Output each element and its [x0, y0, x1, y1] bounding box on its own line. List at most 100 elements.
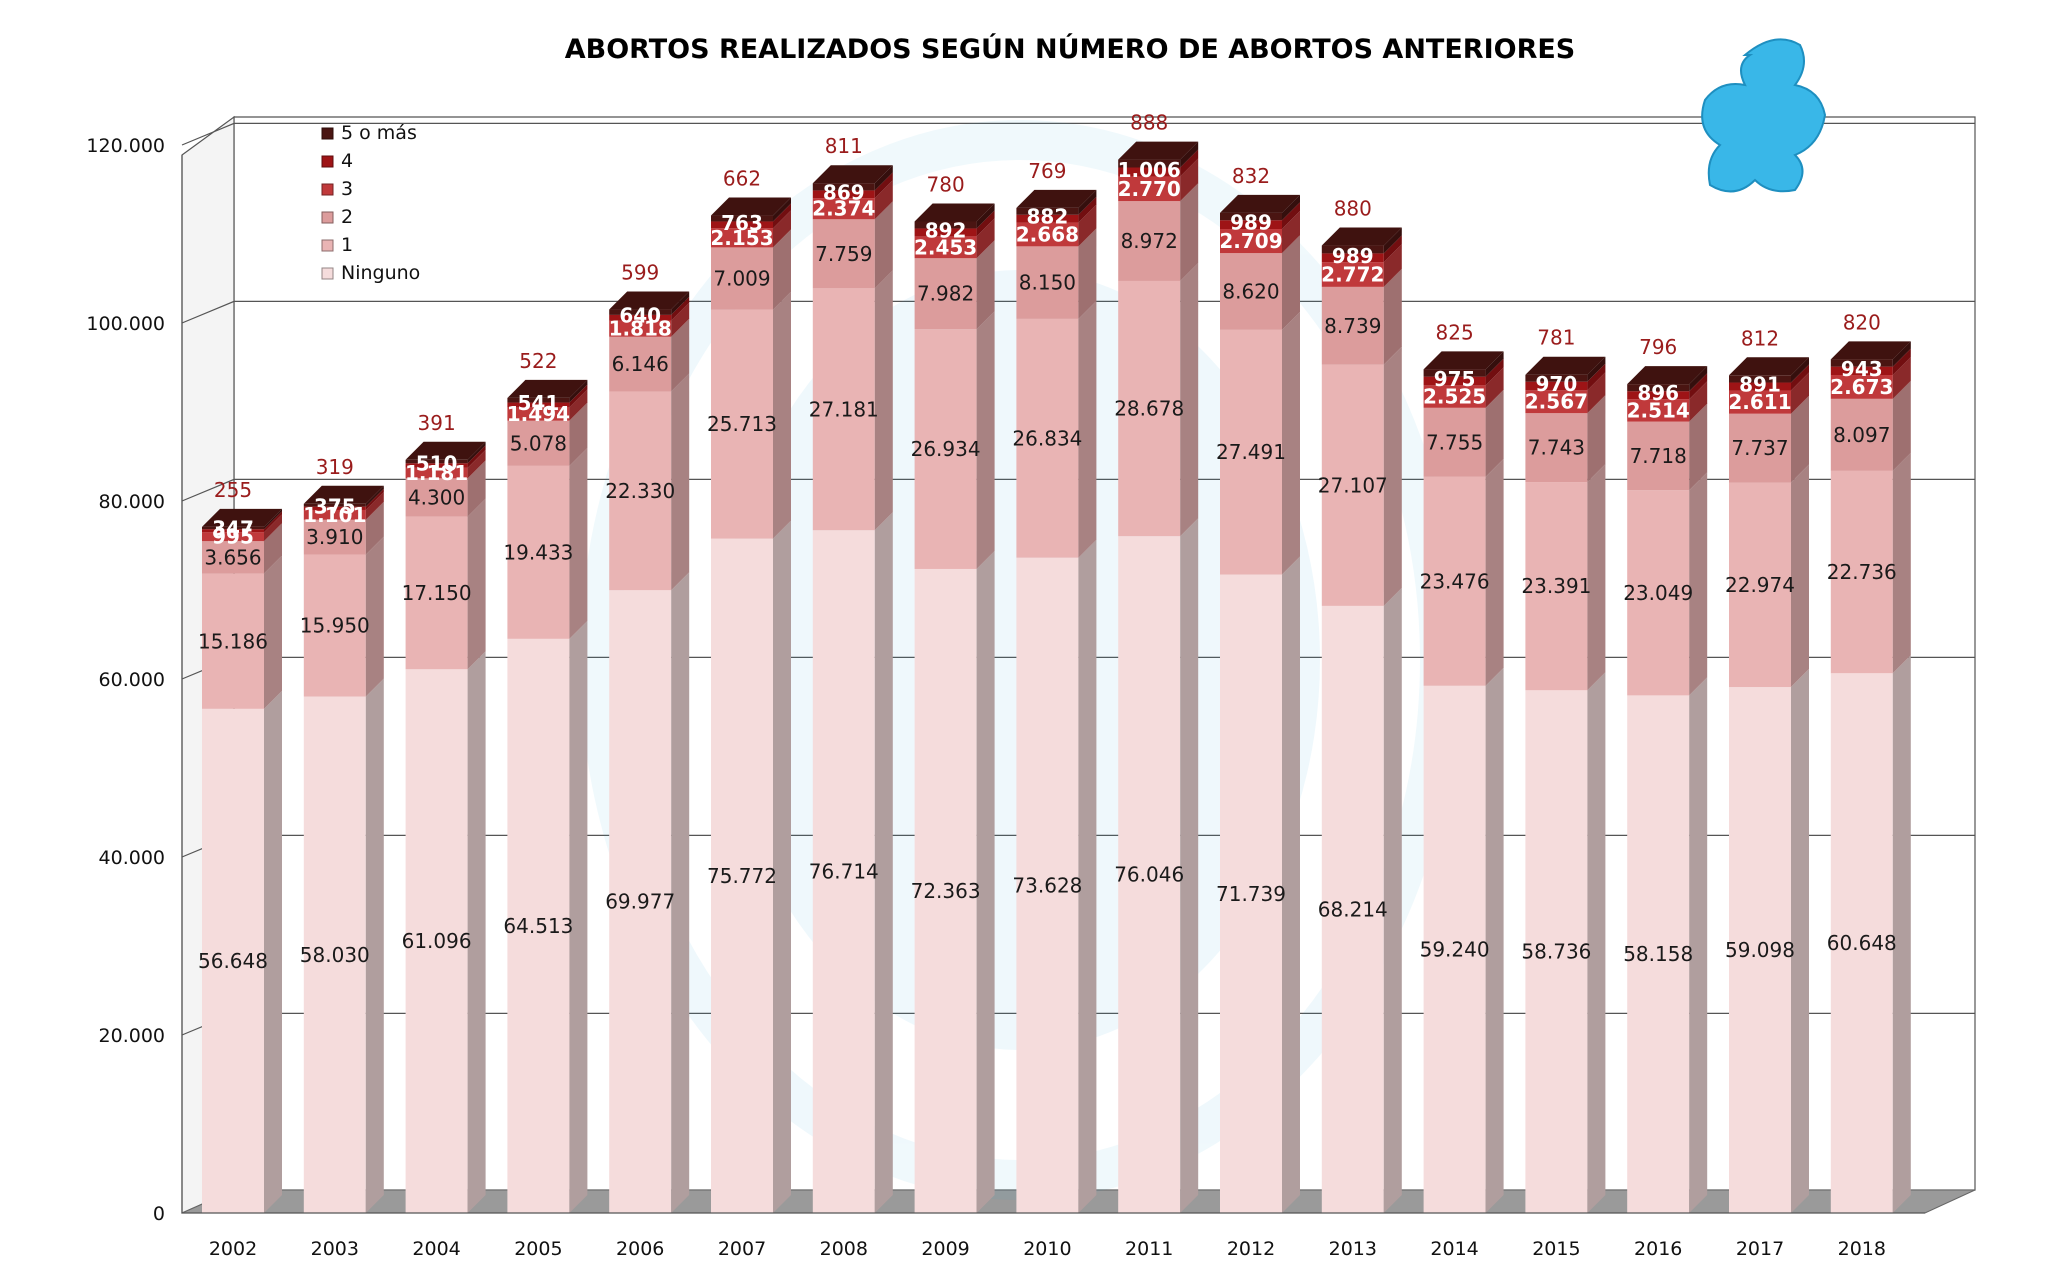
bar-segment-side — [467, 460, 486, 517]
bar-segment — [1830, 375, 1893, 399]
data-label: 27.181 — [809, 397, 879, 421]
bar-segment-side — [1282, 311, 1300, 575]
data-label: 522 — [519, 349, 557, 373]
bar-segment-side — [874, 165, 893, 191]
x-tick-label: 2011 — [1125, 1238, 1173, 1260]
data-label: 3.910 — [306, 525, 363, 549]
bar-segment-side — [365, 491, 384, 520]
bar-segment-side — [467, 441, 486, 464]
data-label: 4.300 — [408, 485, 465, 509]
data-label: 7.743 — [1528, 436, 1585, 460]
bar-segment — [1729, 687, 1791, 1213]
bar-segment-side — [1282, 556, 1300, 1213]
bar-segment-side — [264, 555, 282, 709]
bar-segment-side — [773, 203, 791, 229]
bar-segment-side — [569, 447, 588, 639]
data-label: 1.818 — [609, 317, 672, 341]
data-label: 61.096 — [402, 929, 472, 953]
bar-segment-side — [671, 291, 690, 315]
bar-segment-side — [1791, 364, 1809, 391]
data-label: 1.006 — [1118, 158, 1181, 182]
data-label: 23.476 — [1420, 569, 1490, 593]
bar-segment — [1118, 167, 1181, 177]
data-label: 69.977 — [605, 890, 675, 914]
bar-segment-top — [609, 291, 690, 310]
data-label: 75.772 — [707, 864, 777, 888]
data-label: 6.146 — [612, 352, 669, 376]
bar-segment — [609, 309, 672, 315]
bar-segment — [1830, 359, 1893, 367]
bar-segment — [1016, 318, 1079, 558]
bar-segment-side — [1892, 357, 1911, 399]
bar-segment-side — [1689, 381, 1708, 422]
y-tick-label: 80.000 — [99, 491, 165, 513]
legend-swatch — [321, 239, 334, 252]
data-label: 812 — [1741, 326, 1779, 350]
data-label: 820 — [1843, 310, 1881, 334]
bar-segment-side — [1892, 380, 1911, 471]
bar-segment — [1525, 690, 1588, 1213]
x-tick-label: 2012 — [1227, 1238, 1275, 1260]
bar-segment-top — [405, 441, 486, 460]
data-label: 347 — [212, 517, 254, 541]
bar-segment — [1627, 421, 1690, 491]
bar-segment — [1627, 384, 1690, 392]
data-label: 2.453 — [914, 235, 977, 259]
bar-group-2012 — [1220, 194, 1300, 1213]
bar-segment-side — [874, 512, 893, 1213]
data-label: 22.974 — [1725, 573, 1795, 597]
bar-segment-side — [1587, 363, 1606, 391]
x-tick-label: 2018 — [1838, 1238, 1886, 1260]
bar-segment — [1423, 476, 1486, 686]
data-label: 375 — [314, 494, 356, 518]
bar-segment-side — [671, 373, 690, 591]
data-label: 796 — [1639, 335, 1677, 359]
data-label: 26.834 — [1012, 426, 1082, 450]
bar-segment — [711, 309, 773, 539]
data-label: 255 — [214, 478, 252, 502]
data-label: 2.525 — [1423, 385, 1486, 409]
bar-group-2003 — [303, 485, 384, 1213]
bar-segment-side — [874, 201, 893, 289]
data-label: 25.713 — [707, 412, 777, 436]
bar-segment — [812, 198, 875, 220]
y-tick-label: 100.000 — [86, 313, 165, 335]
bar-segment-side — [1078, 196, 1097, 223]
data-label: 2.611 — [1728, 390, 1791, 414]
bar-segment — [1118, 201, 1181, 281]
data-label: 1.494 — [507, 402, 570, 426]
bar-segment-side — [365, 501, 384, 555]
data-label: 892 — [925, 218, 967, 242]
bar-segment-side — [976, 311, 995, 569]
bar-segment — [609, 336, 672, 392]
bar-segment — [1220, 574, 1282, 1213]
bar-segment — [303, 509, 366, 520]
bar-segment-side — [1485, 358, 1504, 386]
bar-segment — [1627, 391, 1690, 400]
bar-group-2002 — [202, 508, 282, 1213]
bar-segment-side — [1689, 366, 1708, 392]
bar-segment-side — [569, 384, 588, 408]
data-label: 15.186 — [198, 629, 268, 653]
bar-segment — [1220, 253, 1282, 330]
data-label: 2.770 — [1118, 177, 1181, 201]
bar-segment — [202, 529, 264, 533]
data-label: 8.972 — [1121, 229, 1178, 253]
bar-segment-top — [1016, 189, 1097, 208]
legend-label: 5 o más — [341, 122, 417, 144]
x-tick-label: 2010 — [1023, 1238, 1071, 1260]
bar-segment-side — [1485, 351, 1504, 377]
bar-segment — [914, 236, 977, 259]
bar-segment-side — [467, 445, 486, 468]
bar-segment-side — [1791, 395, 1809, 483]
bar-segment — [303, 503, 366, 507]
legend: 5 o más 4 3 2 1 Ninguno — [321, 122, 420, 284]
data-label: 891 — [1739, 372, 1781, 396]
chart-title: ABORTOS REALIZADOS SEGÚN NÚMERO DE ABORT… — [564, 34, 1576, 65]
data-label: 975 — [1434, 367, 1476, 391]
bar-segment-top — [1423, 351, 1504, 370]
data-label: 2.153 — [710, 226, 773, 250]
bar-segment-side — [1383, 346, 1402, 606]
bar-segment — [1016, 207, 1079, 215]
